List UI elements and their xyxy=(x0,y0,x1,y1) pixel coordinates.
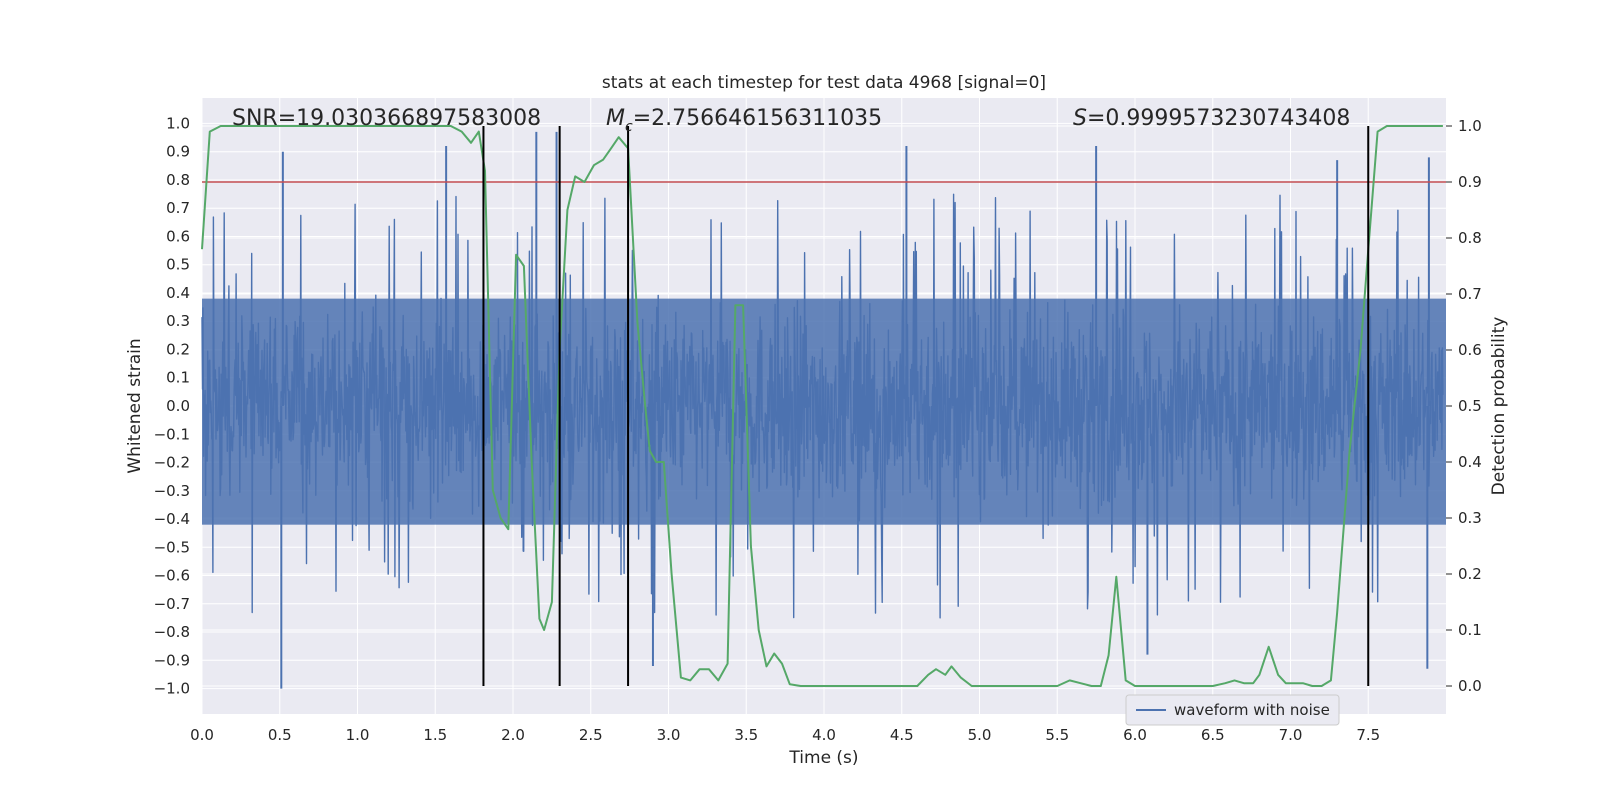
y-axis-label: Whitened strain xyxy=(125,338,145,473)
y-tick-label: −0.7 xyxy=(154,595,190,613)
y-tick-label: −0.3 xyxy=(154,482,190,500)
y2-tick-label: 0.5 xyxy=(1458,397,1482,415)
x-axis-label: Time (s) xyxy=(788,748,858,768)
y2-tick-label: 0.9 xyxy=(1458,173,1482,191)
y-axis-ticks: 1.0 0.9 0.8 0.7 0.6 0.5 0.4 0.3 0.2 0.1 0.0 −0.1 −0.… xyxy=(154,114,190,697)
chart-title: stats at each timestep for test data 496… xyxy=(602,73,1046,93)
x-tick-label: 0.0 xyxy=(190,726,214,744)
y-tick-label: 0.3 xyxy=(166,312,190,330)
chirp-mass-subscript: c xyxy=(625,119,633,135)
x-tick-label: 2.0 xyxy=(501,726,525,744)
x-tick-label: 7.5 xyxy=(1356,726,1380,744)
snr-annotation: SNR=19.030366897583008 xyxy=(232,106,541,131)
y2-tick-label: 0.6 xyxy=(1458,341,1482,359)
s-symbol: S xyxy=(1073,106,1087,131)
vertical-markers xyxy=(482,126,1370,686)
y-tick-label: 0.7 xyxy=(166,199,190,217)
y-tick-label: 0.4 xyxy=(166,284,190,302)
x-tick-label: 4.0 xyxy=(812,726,836,744)
x-tick-label: 2.5 xyxy=(579,726,603,744)
y-tick-label: −0.8 xyxy=(154,623,190,641)
y-tick-label: −0.5 xyxy=(154,538,190,556)
y-tick-label: −0.9 xyxy=(154,651,190,669)
x-tick-label: 7.0 xyxy=(1279,726,1303,744)
x-axis-ticks: 0.0 0.5 1.0 1.5 2.0 2.5 3.0 3.5 4.0 4.5 5.0 5.5 6.0 6… xyxy=(190,726,1380,744)
x-tick-label: 3.5 xyxy=(734,726,758,744)
y2-tick-label: 0.3 xyxy=(1458,509,1482,527)
legend: waveform with noise xyxy=(1125,694,1340,726)
strain-series xyxy=(201,131,1446,689)
s-value: =0.9999573230743408 xyxy=(1087,106,1350,131)
probability-series xyxy=(201,125,1446,687)
y-tick-label: 0.8 xyxy=(166,171,190,189)
y2-tick-label: 0.0 xyxy=(1458,677,1482,695)
y-tick-label: 0.2 xyxy=(166,340,190,358)
y2-tick-label: 0.2 xyxy=(1458,565,1482,583)
y-tick-label: −0.2 xyxy=(154,454,190,472)
y-tick-label: 1.0 xyxy=(166,114,190,132)
y2-tick-label: 0.1 xyxy=(1458,621,1482,639)
y-tick-label: 0.0 xyxy=(166,397,190,415)
y-tick-label: −1.0 xyxy=(154,680,190,698)
y-tick-label: −0.6 xyxy=(154,567,190,585)
y-tick-label: 0.5 xyxy=(166,256,190,274)
probability-line xyxy=(201,125,1443,687)
y-tick-label: 0.6 xyxy=(166,227,190,245)
y-tick-label: −0.1 xyxy=(154,425,190,443)
x-tick-label: 1.5 xyxy=(423,726,447,744)
x-tick-label: 4.5 xyxy=(890,726,914,744)
chirp-mass-symbol: M xyxy=(606,106,625,131)
chirp-mass-annotation: Mc=2.756646156311035 xyxy=(606,106,882,135)
legend-label-strain: waveform with noise xyxy=(1174,701,1330,719)
x-tick-label: 6.5 xyxy=(1201,726,1225,744)
x-tick-label: 6.0 xyxy=(1123,726,1147,744)
y2-tick-label: 0.7 xyxy=(1458,285,1482,303)
chirp-mass-value: =2.756646156311035 xyxy=(633,106,882,131)
x-tick-label: 1.0 xyxy=(346,726,370,744)
x-tick-label: 5.0 xyxy=(968,726,992,744)
y2-tick-label: 1.0 xyxy=(1458,117,1482,135)
x-tick-label: 0.5 xyxy=(268,726,292,744)
y-tick-label: −0.4 xyxy=(154,510,190,528)
x-tick-label: 3.0 xyxy=(657,726,681,744)
x-tick-label: 5.5 xyxy=(1045,726,1069,744)
y-tick-label: 0.1 xyxy=(166,369,190,387)
y2-axis-label: Detection probability xyxy=(1489,317,1509,496)
s-annotation: S=0.9999573230743408 xyxy=(1073,106,1350,131)
y2-axis-ticks: 1.0 0.9 0.8 0.7 0.6 0.5 0.4 0.3 0.2 0.1 0.0 xyxy=(1446,117,1482,695)
y2-tick-label: 0.4 xyxy=(1458,453,1482,471)
y-tick-label: 0.9 xyxy=(166,143,190,161)
strain-core-band xyxy=(202,298,1446,525)
y2-tick-label: 0.8 xyxy=(1458,229,1482,247)
legend-box xyxy=(1125,694,1340,726)
